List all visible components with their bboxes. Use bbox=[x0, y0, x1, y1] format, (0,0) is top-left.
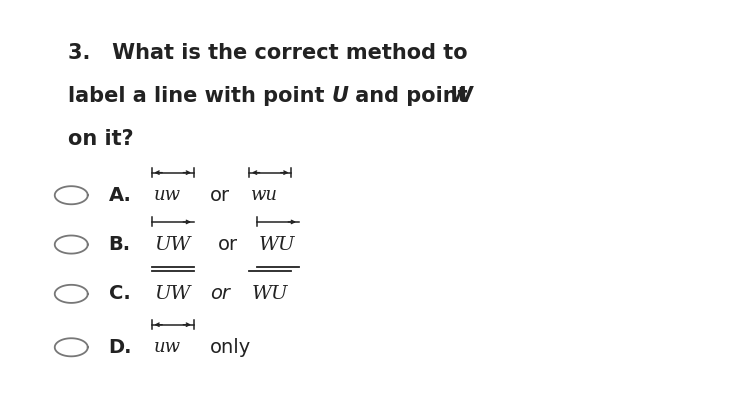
Text: U: U bbox=[332, 86, 349, 106]
Text: on it?: on it? bbox=[68, 129, 134, 150]
Text: or: or bbox=[217, 235, 238, 254]
Text: uw: uw bbox=[154, 186, 181, 204]
Text: 3.   What is the correct method to: 3. What is the correct method to bbox=[68, 43, 467, 63]
Text: label a line with point: label a line with point bbox=[68, 86, 332, 106]
Text: or: or bbox=[210, 284, 230, 303]
Text: only: only bbox=[210, 338, 251, 357]
Text: C.: C. bbox=[109, 284, 130, 303]
Text: or: or bbox=[210, 186, 230, 205]
Text: and point: and point bbox=[348, 86, 475, 106]
Text: A.: A. bbox=[109, 186, 132, 205]
Text: UW: UW bbox=[154, 236, 190, 254]
Text: uw: uw bbox=[154, 338, 181, 356]
Text: wu: wu bbox=[251, 186, 278, 204]
Text: D.: D. bbox=[109, 338, 132, 357]
Text: B.: B. bbox=[109, 235, 130, 254]
Text: WU: WU bbox=[259, 236, 295, 254]
Text: UW: UW bbox=[154, 285, 190, 303]
Text: W: W bbox=[450, 86, 473, 106]
Text: WU: WU bbox=[251, 285, 288, 303]
